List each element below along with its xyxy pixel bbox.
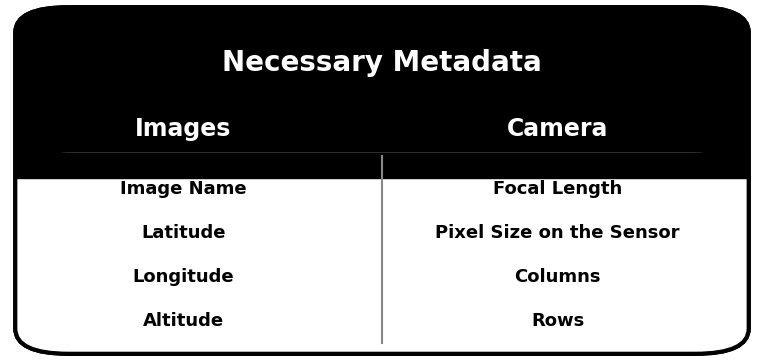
Text: Focal Length: Focal Length [493, 180, 623, 198]
FancyBboxPatch shape [15, 153, 749, 354]
Text: Necessary Metadata: Necessary Metadata [222, 48, 542, 77]
Text: Images: Images [135, 117, 231, 142]
Text: Latitude: Latitude [141, 224, 225, 242]
Text: Columns: Columns [514, 268, 601, 286]
Text: Image Name: Image Name [120, 180, 247, 198]
Bar [15, 153, 749, 178]
Text: Altitude: Altitude [143, 312, 224, 330]
Text: Longitude: Longitude [132, 268, 235, 286]
Text: Pixel Size on the Sensor: Pixel Size on the Sensor [435, 224, 680, 242]
FancyBboxPatch shape [15, 7, 749, 354]
Text: Camera: Camera [507, 117, 608, 142]
Text: Rows: Rows [531, 312, 584, 330]
